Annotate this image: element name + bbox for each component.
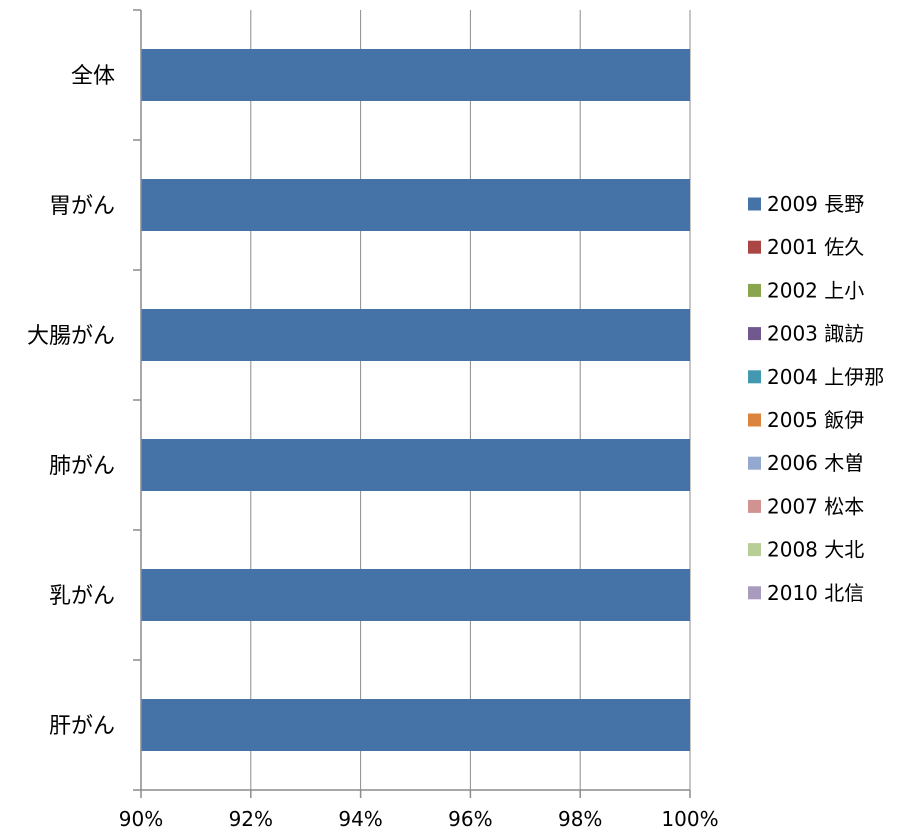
bar-segment	[141, 309, 690, 361]
x-tick-label: 100%	[661, 807, 718, 831]
legend-entry-label: 2002 上小	[767, 278, 864, 302]
bar-segment	[141, 569, 690, 621]
legend-swatch	[748, 197, 761, 211]
category-label: 大腸がん	[27, 324, 115, 349]
legend-swatch	[748, 370, 761, 384]
category-label: 乳がん	[49, 584, 115, 609]
legend-swatch	[748, 499, 761, 513]
legend-entry-label: 2003 諏訪	[767, 322, 864, 346]
bar-segment	[141, 49, 690, 101]
legend-swatch	[748, 283, 761, 297]
legend: 2009 長野 2001 佐久 2002 上小 2003 諏訪 2004 上伊那 2005…	[748, 192, 884, 605]
x-tick-label: 90%	[119, 807, 163, 831]
legend-swatch	[748, 327, 761, 341]
x-tick-label: 96%	[448, 807, 492, 831]
legend-swatch	[748, 240, 761, 254]
category-label: 肺がん	[49, 454, 115, 479]
legend-entry-label: 2005 飯伊	[767, 408, 864, 432]
category-label: 全体	[71, 64, 115, 89]
legend-swatch	[748, 413, 761, 427]
gridlines	[250, 10, 691, 790]
legend-entry-label: 2007 松本	[767, 494, 864, 518]
bar-segment	[141, 179, 690, 231]
legend-entry-label: 2010 北信	[767, 581, 864, 605]
legend-entry-label: 2001 佐久	[767, 235, 864, 259]
legend-entry-label: 2008 大北	[767, 538, 864, 562]
bar-segment	[141, 439, 690, 491]
legend-swatch	[748, 543, 761, 557]
x-tick-label: 92%	[229, 807, 273, 831]
category-label: 胃がん	[49, 194, 115, 219]
bar-segment	[141, 699, 690, 751]
axes	[133, 9, 691, 798]
category-label: 肝がん	[49, 714, 115, 739]
legend-entry-label: 2006 木曽	[767, 451, 864, 475]
legend-entry-label: 2009 長野	[767, 192, 864, 216]
x-tick-label: 94%	[338, 807, 382, 831]
x-tick-label: 98%	[558, 807, 602, 831]
legend-entry-label: 2004 上伊那	[767, 365, 884, 389]
legend-swatch	[748, 456, 761, 470]
legend-swatch	[748, 586, 761, 600]
bars	[141, 49, 690, 751]
